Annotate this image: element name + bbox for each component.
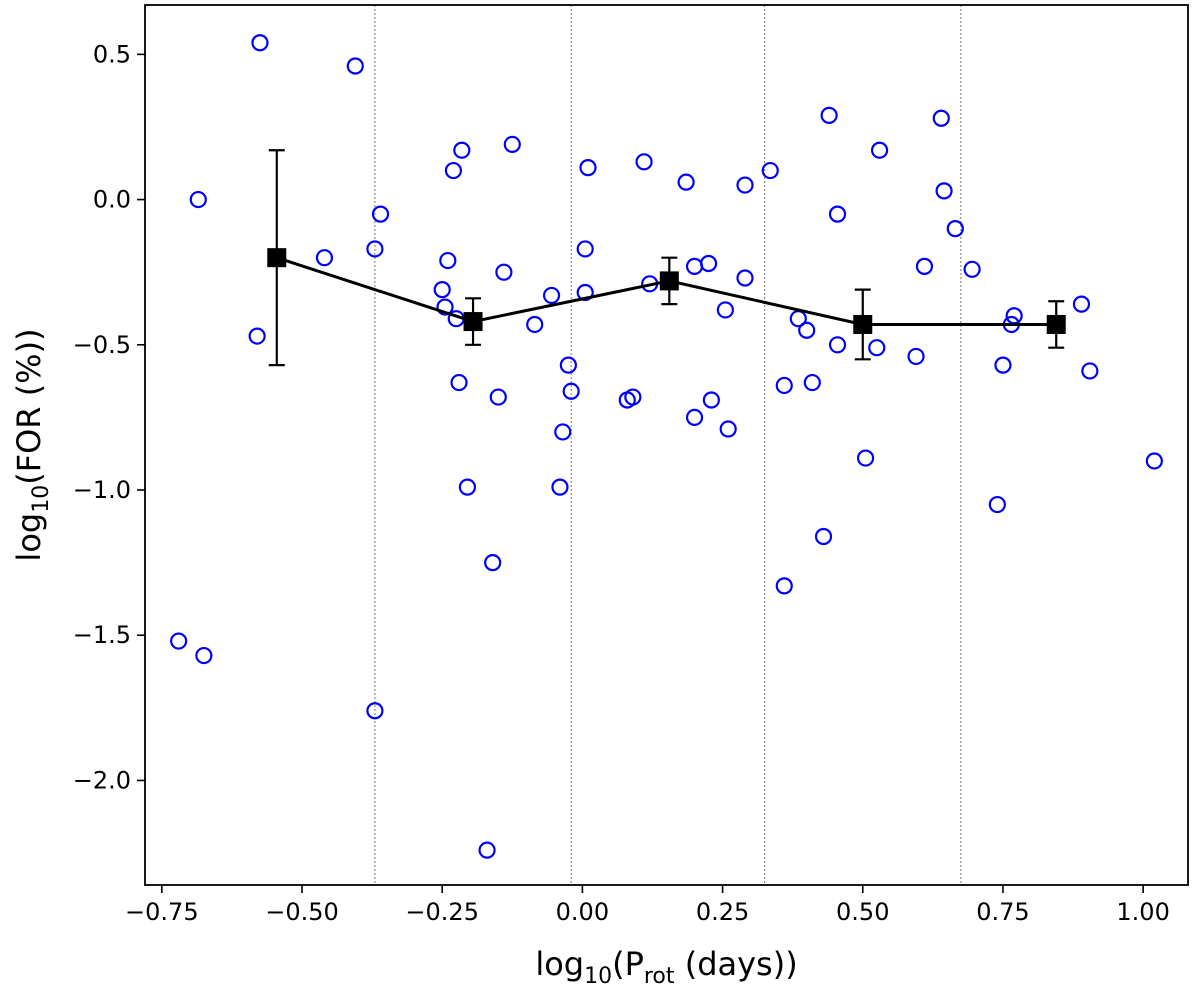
star-point (719, 420, 737, 438)
star-point (994, 356, 1012, 374)
star-point (436, 298, 454, 316)
star-point (248, 327, 266, 345)
y-axis-label: log10(FOR (%)) (10, 328, 54, 561)
star-point (685, 257, 704, 275)
star-point (170, 632, 188, 650)
star-point (775, 376, 793, 395)
star-point (988, 495, 1006, 514)
y-tick-label: −1.5 (73, 621, 131, 649)
y-tick-label: −0.5 (73, 331, 131, 359)
star-point (503, 135, 521, 154)
y-tick-label: 0.0 (93, 186, 131, 214)
x-tick-label: 0.25 (696, 898, 749, 926)
binned-mean-marker (267, 248, 287, 268)
binned-mean-marker (853, 314, 873, 334)
y-tick-label: −2.0 (73, 766, 131, 794)
x-tick-label: 0.75 (976, 898, 1029, 926)
star-point (484, 554, 502, 572)
y-tick-label: −1.0 (73, 476, 131, 504)
star-point (946, 220, 964, 238)
binned-mean-series (267, 149, 1066, 367)
star-point (685, 408, 704, 427)
star-point (761, 161, 779, 180)
x-tick-label: 1.00 (1116, 898, 1169, 926)
star-point (932, 109, 950, 127)
x-tick-label: 0.00 (556, 898, 609, 926)
star-point (478, 841, 496, 859)
star-point (576, 240, 594, 258)
binned-mean-line (276, 256, 1057, 326)
y-tick-label: 0.5 (93, 40, 131, 68)
x-tick-label: −0.25 (405, 898, 479, 926)
star-point (699, 254, 718, 273)
star-point (551, 478, 569, 496)
binned-mean-marker (463, 312, 483, 332)
star-point (439, 251, 457, 270)
star-point (554, 423, 572, 441)
star-point (736, 269, 754, 287)
star-point (856, 449, 875, 467)
star-point (495, 263, 513, 281)
star-point (1072, 295, 1091, 313)
x-tick-label: −0.75 (125, 898, 199, 926)
star-point (798, 321, 816, 339)
star-point (702, 391, 720, 409)
star-point (366, 702, 384, 720)
star-point (559, 356, 577, 374)
bin-separator-lines (374, 5, 962, 885)
star-points (170, 34, 1163, 859)
star-point (963, 260, 981, 278)
plot-frame (144, 4, 1189, 886)
binned-mean-marker (1046, 314, 1066, 334)
star-point (870, 141, 889, 159)
star-point (1081, 362, 1099, 380)
star-point (526, 315, 544, 334)
star-point (576, 283, 594, 302)
star-point (828, 336, 847, 354)
star-point (195, 646, 213, 665)
star-point (458, 478, 477, 496)
star-point (433, 281, 451, 299)
star-point (868, 339, 886, 357)
star-point (907, 347, 925, 366)
star-point (346, 57, 364, 75)
star-point (315, 249, 334, 267)
star-point (803, 373, 821, 392)
binned-mean-marker (659, 271, 679, 291)
star-point (677, 173, 695, 191)
star-point (1145, 452, 1163, 470)
star-point (444, 161, 463, 180)
star-point (624, 388, 642, 406)
star-point (450, 373, 468, 392)
star-point (716, 301, 734, 319)
star-point (251, 34, 269, 52)
star-point (828, 205, 847, 223)
star-point (579, 159, 597, 177)
star-point (775, 577, 793, 595)
star-point (489, 388, 507, 406)
x-tick-label: 0.50 (836, 898, 889, 926)
star-point (635, 153, 653, 171)
star-point (542, 286, 561, 305)
y-axis-ticks: 0.5 0.0 −0.5 −1.0 −1.5 −2.0 (73, 40, 145, 794)
x-axis-ticks: −0.75 −0.50 −0.25 0.00 0.25 0.50 0.75 1.00 (125, 885, 1170, 926)
star-point (371, 205, 390, 223)
star-point (915, 257, 934, 275)
star-point (820, 106, 838, 124)
star-point (935, 182, 953, 200)
star-point (453, 141, 471, 159)
star-point (1005, 307, 1023, 325)
star-point (562, 382, 580, 400)
x-axis-label: log10(Prot (days)) (535, 945, 797, 988)
star-point (814, 527, 833, 546)
star-point (189, 190, 207, 209)
star-point (736, 176, 754, 194)
star-point (366, 240, 384, 258)
x-tick-label: −0.50 (265, 898, 339, 926)
